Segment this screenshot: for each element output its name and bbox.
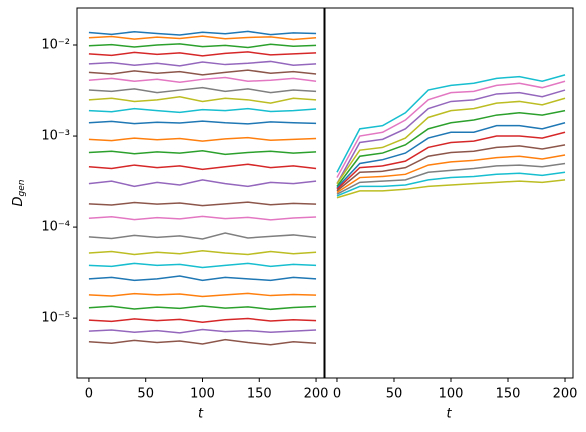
data-line (88, 60, 317, 67)
data-line (88, 69, 317, 76)
plot-frame (324, 7, 574, 379)
x-tick-label: 200 (304, 387, 329, 402)
y-tick-label: 10⁻² (41, 38, 70, 53)
x-tick-label: 0 (85, 387, 93, 402)
data-line (88, 163, 317, 171)
data-line (88, 96, 317, 104)
data-line (336, 109, 566, 187)
data-line (88, 317, 317, 324)
data-line (336, 162, 566, 195)
data-line (88, 136, 317, 142)
plot-frame (76, 7, 325, 379)
x-axis-label: t (446, 407, 452, 422)
data-line (88, 86, 317, 94)
data-line (88, 201, 317, 207)
data-line (336, 89, 566, 185)
data-line (88, 215, 317, 221)
data-line (336, 74, 566, 173)
y-tick-label: 10⁻⁴ (41, 220, 70, 235)
data-line (88, 76, 317, 83)
y-tick-label: 10⁻³ (41, 129, 70, 144)
x-tick-label: 0 (333, 387, 341, 402)
data-line (336, 154, 566, 194)
data-line (336, 122, 566, 189)
data-line (336, 144, 566, 192)
x-tick-label: 150 (496, 387, 521, 402)
data-line (88, 249, 317, 256)
data-line (336, 80, 566, 178)
x-tick-label: 200 (553, 387, 578, 402)
data-line (336, 97, 566, 185)
data-line (88, 338, 317, 346)
data-line (88, 35, 317, 41)
x-tick-label: 100 (190, 387, 215, 402)
data-line (88, 275, 317, 282)
data-line (336, 179, 566, 199)
data-line (88, 30, 317, 36)
x-axis-label: t (198, 407, 204, 422)
data-line (88, 179, 317, 188)
data-line (336, 171, 566, 197)
x-tick-label: 50 (137, 387, 154, 402)
data-line (88, 232, 317, 240)
data-line (88, 149, 317, 156)
x-tick-label: 100 (439, 387, 464, 402)
data-line (88, 262, 317, 269)
data-line (88, 305, 317, 311)
y-tick-label: 10⁻⁵ (41, 311, 70, 326)
data-line (88, 292, 317, 298)
data-line (88, 120, 317, 125)
x-tick-label: 50 (386, 387, 403, 402)
data-line (336, 131, 566, 190)
data-line (88, 51, 317, 57)
data-line (88, 328, 317, 334)
data-line (88, 107, 317, 114)
data-line (88, 43, 317, 49)
y-axis-label: Dgen (11, 179, 27, 206)
x-tick-label: 150 (247, 387, 272, 402)
